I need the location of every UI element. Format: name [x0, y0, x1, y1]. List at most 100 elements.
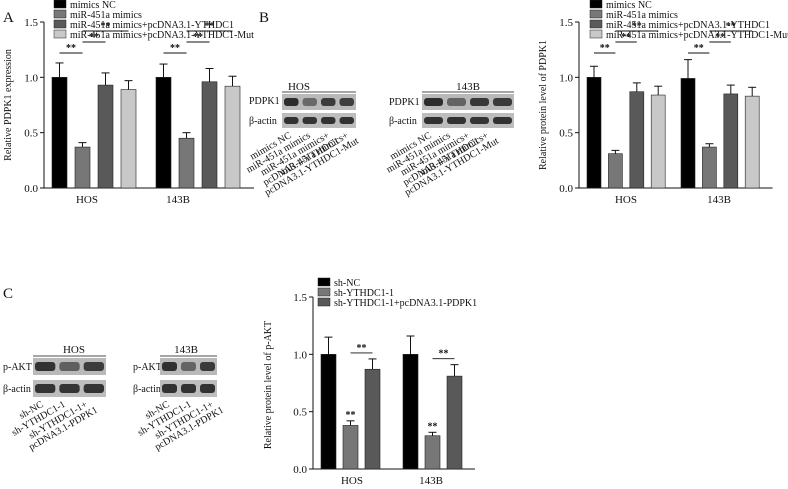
blot-band-b	[424, 98, 443, 106]
blot-c-target-label-143b: p-AKT	[133, 362, 162, 373]
y-tick-label-b: 1.0	[559, 72, 573, 84]
blot-b-actin-label-143b: β-actin	[389, 116, 417, 127]
y-tick-label-a: 1.5	[24, 17, 38, 29]
y-axis-label-a: Relative PDPK1 expression	[3, 49, 14, 161]
blot-b-group-hos: HOS	[288, 81, 310, 93]
legend-swatch-b	[589, 19, 603, 29]
bar-c	[364, 368, 381, 470]
y-axis-label-b: Relative protein level of PDPK1	[538, 40, 549, 170]
blot-c-actin-label-hos: β-actin	[3, 384, 31, 395]
legend-swatch-a	[53, 9, 67, 19]
legend-label-b: mimics NC	[606, 0, 652, 11]
blot-b-actin-label-hos: β-actin	[249, 116, 277, 127]
blot-c-target-label-hos: p-AKT	[3, 362, 32, 373]
legend-label-a: mimics NC	[70, 0, 116, 11]
significance-label-b: **	[694, 43, 704, 54]
blot-b-143b-target-strip	[422, 94, 514, 110]
y-tick-label-b: 1.5	[559, 17, 573, 29]
significance-label-c: **	[357, 343, 367, 354]
bar-c	[424, 435, 441, 470]
blot-band-b	[339, 117, 354, 124]
x-category-label-b: 143B	[707, 194, 731, 206]
blot-band-c	[162, 362, 177, 371]
significance-label-b: **	[632, 21, 642, 32]
blot-b-target-label-hos: PDPK1	[249, 96, 280, 107]
blot-band-b	[302, 98, 317, 106]
blot-band-b	[470, 117, 489, 124]
blot-band-b	[321, 98, 336, 106]
blot-band-b	[302, 117, 317, 124]
significance-label-b: **	[600, 43, 610, 54]
bar-a	[155, 77, 172, 189]
legend-swatch-b	[589, 9, 603, 19]
blot-b-hos-actin-strip	[282, 113, 356, 128]
bar-b	[702, 146, 717, 189]
significance-label-a: **	[66, 43, 76, 54]
bar-b	[744, 95, 760, 189]
y-tick-label-b: 0.5	[559, 128, 573, 140]
significance-label-b: **	[726, 21, 736, 32]
legend-label-b: miR-451a mimics	[606, 10, 678, 21]
y-tick-label-a: 0.5	[24, 128, 38, 140]
blot-band-b	[447, 98, 466, 106]
significance-label-a: **	[170, 43, 180, 54]
blot-band-c	[83, 362, 104, 371]
bar-b	[608, 153, 623, 189]
legend-label-b: miR-451a mimics+pcDNA3.1-YTHDC1	[606, 20, 770, 31]
legend-label-a: miR-451a mimics+pcDNA3.1-YTHDC1-Mut	[70, 30, 254, 41]
y-tick-label-c: 1.5	[293, 292, 307, 304]
legend-swatch-c	[317, 277, 331, 287]
blot-band-b	[321, 117, 336, 124]
bar-b	[680, 78, 696, 189]
bar-a	[120, 89, 137, 189]
y-tick-label-b: 0.0	[559, 183, 573, 195]
significance-label-b: **	[715, 32, 725, 43]
blot-c-group-hos: HOS	[63, 344, 85, 356]
y-tick-label-c: 1.0	[293, 349, 307, 361]
blot-band-c	[83, 384, 104, 393]
legend-swatch-a	[53, 0, 67, 9]
blot-band-b	[339, 98, 354, 106]
bar-c	[320, 354, 337, 470]
bar-c	[446, 375, 463, 470]
y-tick-label-a: 1.0	[24, 72, 38, 84]
blot-band-c	[200, 384, 215, 393]
legend-label-a: miR-451a mimics+pcDNA3.1-YTHDC1	[70, 20, 234, 31]
blot-band-c	[181, 362, 196, 371]
significance-label-a: **	[193, 32, 203, 43]
chart-a: 0.0 0.5 1.0 1.5 Relative PDPK1 expression HOS…	[3, 0, 254, 206]
y-tick-label-c: 0.0	[293, 464, 307, 476]
legend-swatch-b	[589, 29, 603, 39]
legend-label-c: sh-YTHDC1-1	[334, 288, 394, 299]
significance-label-a: **	[205, 21, 215, 32]
legend-swatch-b	[589, 0, 603, 9]
blot-c-group-143b: 143B	[174, 344, 198, 356]
legend-swatch-c	[317, 297, 331, 307]
blot-band-b	[470, 98, 489, 106]
y-tick-label-c: 0.5	[293, 407, 307, 419]
significance-label-a: **	[89, 32, 99, 43]
legend-swatch-c	[317, 287, 331, 297]
blot-band-c	[59, 362, 80, 371]
x-category-label-b: HOS	[615, 194, 637, 206]
legend-label-a: miR-451a mimics	[70, 10, 142, 21]
panel-letter-b: B	[259, 10, 269, 26]
bar-a	[51, 77, 68, 189]
y-tick-label-a: 0.0	[24, 183, 38, 195]
bar-c	[402, 354, 419, 470]
blot-band-b	[493, 117, 512, 124]
bar-a	[178, 137, 195, 189]
legend-label-c: sh-YTHDC1-1+pcDNA3.1-PDPK1	[334, 298, 477, 309]
blot-band-c	[35, 362, 56, 371]
legend-label-c: sh-NC	[334, 278, 360, 289]
bar-b	[629, 91, 645, 189]
x-category-label-c: HOS	[341, 475, 363, 487]
significance-label-a: **	[101, 21, 111, 32]
blot-band-c	[162, 384, 177, 393]
significance-label-b: **	[621, 32, 631, 43]
x-category-label-c: 143B	[419, 475, 443, 487]
blot-band-b	[284, 117, 299, 124]
blot-band-c	[35, 384, 56, 393]
bar-a	[201, 81, 218, 189]
